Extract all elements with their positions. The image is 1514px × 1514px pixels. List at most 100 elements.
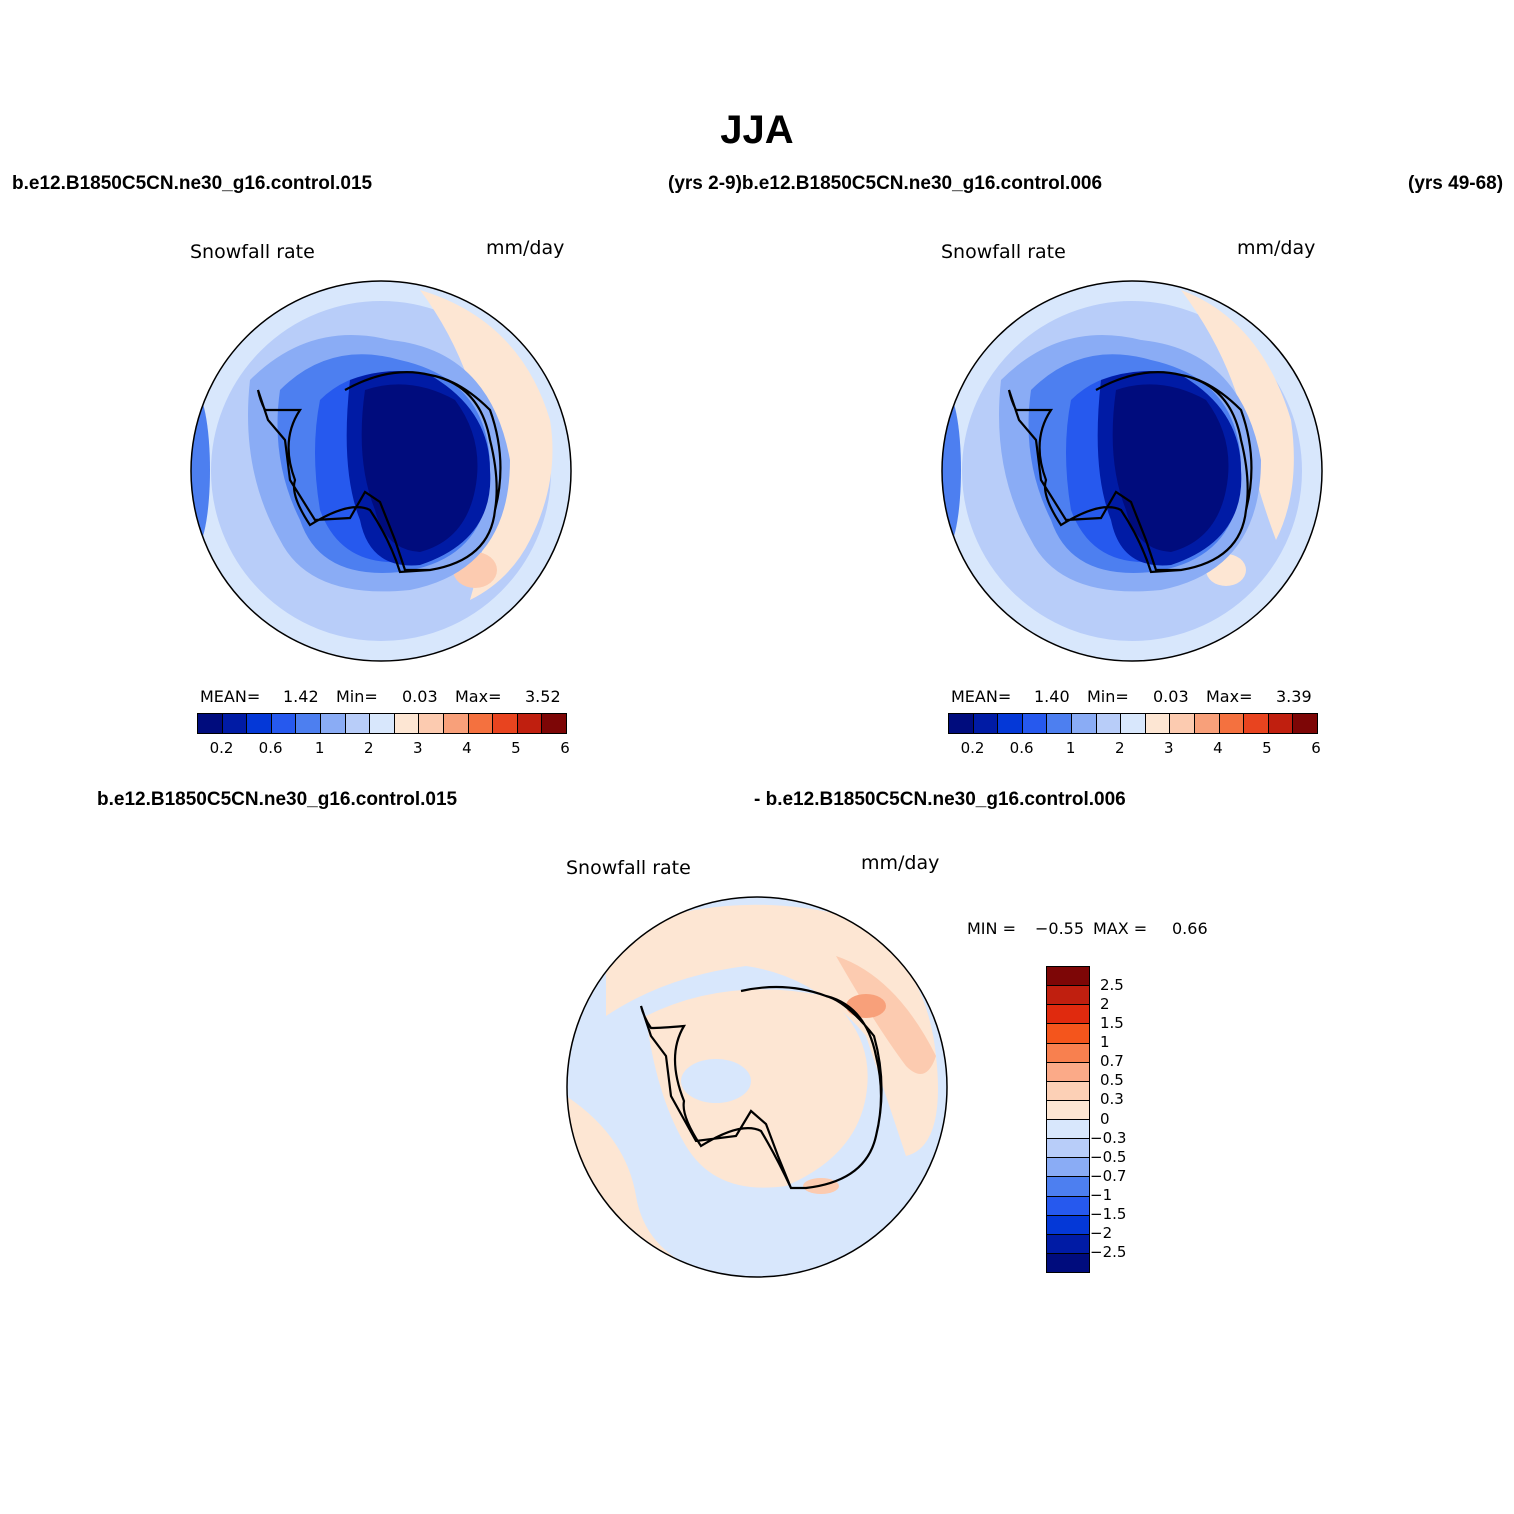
colorbar-cell [517,714,543,733]
colorbar-tick-label: 1.5 [1100,1014,1124,1033]
diff-colorbar [1046,966,1090,1273]
colorbar-cell [1219,714,1245,733]
colorbar-tick-label: 0.6 [1009,739,1034,757]
colorbar-cell [998,714,1023,733]
colorbar-cell [1194,714,1220,733]
panel1-field-label: Snowfall rate [190,241,315,263]
panel1-contour-darkest [361,384,478,552]
panel2-mean-label: MEAN= [951,687,1012,706]
colorbar-cell [345,714,371,733]
colorbar-cell [1047,1234,1089,1254]
colorbar-cell [1047,967,1089,987]
colorbar-cell [1022,714,1048,733]
colorbar-cell [1047,1081,1089,1101]
panel2-max-value: 3.39 [1276,687,1312,706]
colorbar-tick-label: 2.5 [1100,976,1124,995]
diff-max-value: 0.66 [1172,919,1208,938]
diff-units-label: mm/day [861,852,940,874]
colorbar-tick-label: −0.3 [1090,1128,1127,1147]
header-diff-a: b.e12.B1850C5CN.ne30_g16.control.015 [97,789,458,810]
colorbar-tick-label: −2 [1090,1223,1113,1242]
colorbar-tick-label: 1 [1065,739,1076,757]
panel1-min-value: 0.03 [402,687,438,706]
colorbar-cell [1268,714,1294,733]
panel1-coastline [256,371,502,574]
figure-title: JJA [720,108,794,152]
colorbar-tick-label: −0.5 [1090,1147,1127,1166]
panel2-contour-light [1111,281,1322,661]
colorbar-cell [1047,1100,1089,1120]
panel1-contour-light [360,281,571,661]
panel1-colorbar-ticks: 0.2 0.6 1 2 3 4 5 6 [197,739,570,759]
colorbar-tick-label: −1.5 [1090,1204,1127,1223]
colorbar-tick-label: 6 [560,739,570,757]
colorbar-tick-label: −2.5 [1090,1242,1127,1261]
colorbar-tick-label: 1 [1100,1033,1110,1052]
panel1-units-label: mm/day [486,237,565,259]
colorbar-cell [271,714,297,733]
colorbar-tick-label: 0.2 [960,739,985,757]
colorbar-cell [1145,714,1171,733]
panel2-field-label: Snowfall rate [941,241,1066,263]
header-diff-b: - b.e12.B1850C5CN.ne30_g16.control.006 [754,789,1126,810]
colorbar-cell [1121,714,1146,733]
colorbar-cell [1047,714,1072,733]
panel2-contour-darkest [1112,384,1229,552]
colorbar-cell [1047,1024,1089,1044]
colorbar-tick-label: −1 [1090,1185,1113,1204]
header-case-a: b.e12.B1850C5CN.ne30_g16.control.015 [12,173,373,194]
panel1-map [190,280,572,662]
colorbar-tick-label: 4 [462,739,472,757]
diff-contour-neg-1 [681,1059,751,1103]
panel2-contour-edge [942,390,961,550]
diff-map-border [566,896,948,1278]
colorbar-cell [222,714,248,733]
panel1-min-label: Min= [336,687,378,706]
colorbar-tick-label: 3 [1164,739,1174,757]
panel2-map-border [941,280,1323,662]
colorbar-cell [1047,1139,1089,1159]
colorbar-cell [468,714,494,733]
colorbar-cell [1047,1177,1089,1197]
header-case-b: (yrs 2-9)b.e12.B1850C5CN.ne30_g16.contro… [668,173,1103,194]
colorbar-cell [493,714,518,733]
colorbar-cell [443,714,469,733]
colorbar-cell [394,714,420,733]
colorbar-tick-label: −0.7 [1090,1166,1127,1185]
colorbar-tick-label: 2 [1114,739,1125,757]
panel1-mean-value: 1.42 [283,687,319,706]
colorbar-cell [1293,714,1317,733]
colorbar-cell [1047,1196,1089,1216]
panel2-units-label: mm/day [1237,237,1316,259]
panel2-colorbar [948,713,1318,734]
panel1-map-border [190,280,572,662]
colorbar-tick-label: 6 [1311,739,1321,757]
colorbar-tick-label: 0.3 [1100,1090,1124,1109]
colorbar-tick-label: 0.7 [1100,1052,1124,1071]
panel1-max-value: 3.52 [525,687,561,706]
colorbar-cell [1096,714,1122,733]
panel2-coastline [1007,371,1253,574]
colorbar-cell [370,714,395,733]
colorbar-cell [1047,986,1089,1006]
colorbar-tick-label: 0.6 [258,739,283,757]
colorbar-cell [949,714,974,733]
colorbar-cell [247,714,272,733]
diff-coastline [639,985,883,1190]
colorbar-cell [1047,1062,1089,1082]
colorbar-cell [419,714,444,733]
colorbar-cell [1047,1158,1089,1178]
panel2-colorbar-ticks: 0.2 0.6 1 2 3 4 5 6 [948,739,1321,759]
panel2-contour-orange [1181,290,1294,540]
panel2-min-label: Min= [1087,687,1129,706]
colorbar-cell [973,714,999,733]
diff-min-label: MIN = [967,919,1016,938]
colorbar-tick-label: 2 [1100,995,1110,1014]
colorbar-cell [1047,1043,1089,1063]
diff-contour-pos-2 [646,989,868,1188]
colorbar-cell [198,714,223,733]
panel2-map [941,280,1323,662]
colorbar-cell [1047,1215,1089,1235]
colorbar-cell [1047,1253,1089,1272]
colorbar-cell [1047,1005,1089,1025]
